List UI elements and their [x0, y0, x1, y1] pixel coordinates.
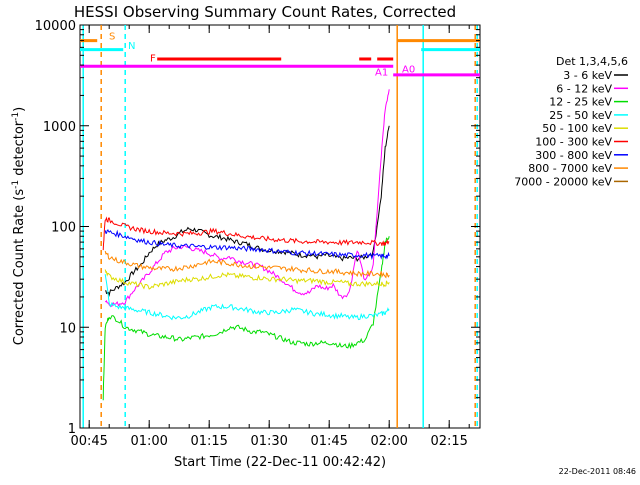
flag-label-a1: A1	[375, 68, 388, 79]
flag-label-s: S	[109, 31, 115, 42]
x-tick-label-6: 02:15	[430, 434, 467, 449]
legend-label-4: 50 - 100 keV	[542, 122, 612, 135]
x-tick-label-4: 01:45	[310, 434, 347, 449]
legend-label-1: 6 - 12 keV	[556, 82, 612, 95]
y-tick-label-0: 1	[68, 422, 76, 437]
series-line-3	[104, 274, 390, 321]
flag-label-f: F	[150, 54, 156, 65]
series-line-2	[102, 236, 390, 401]
vertical-markers	[82, 25, 478, 428]
legend-label-0: 3 - 6 keV	[563, 69, 612, 82]
legend-label-8: 7000 - 20000 keV	[514, 175, 612, 188]
legend-label-3: 25 - 50 keV	[549, 109, 612, 122]
series-line-0	[105, 125, 390, 297]
x-axis-label: Start Time (22-Dec-11 00:42:42)	[174, 455, 386, 470]
plot-frame	[79, 24, 481, 429]
y-tick-label-1: 10	[59, 321, 76, 336]
x-tick-label-0: 00:45	[70, 434, 107, 449]
flag-bars: S N F A1 A0	[80, 31, 480, 79]
legend-label-2: 12 - 25 keV	[549, 96, 612, 109]
legend-title: Det 1,3,4,5,6	[556, 55, 628, 68]
x-tick-label-2: 01:15	[190, 434, 227, 449]
series-line-6	[104, 229, 390, 261]
legend-label-6: 300 - 800 keV	[535, 149, 612, 162]
footer-timestamp: 22-Dec-2011 08:46	[559, 467, 636, 476]
y-tick-label-2: 100	[51, 221, 76, 236]
x-tick-label-5: 02:00	[370, 434, 407, 449]
x-tick-label-1: 01:00	[130, 434, 167, 449]
y-tick-label-3: 1000	[43, 120, 76, 135]
chart-title: HESSI Observing Summary Count Rates, Cor…	[74, 3, 456, 21]
series-line-4	[104, 269, 390, 290]
series-line-7	[104, 250, 390, 279]
x-axis: 00:45 01:00 01:15 01:30 01:45 02:00 02:15	[70, 25, 470, 449]
legend-label-5: 100 - 300 keV	[535, 136, 612, 149]
legend-label-7: 800 - 7000 keV	[528, 162, 612, 175]
series-line-5	[102, 216, 390, 251]
x-tick-label-3: 01:30	[250, 434, 287, 449]
y-tick-label-4: 10000	[35, 19, 76, 34]
flag-label-a0: A0	[402, 65, 415, 76]
y-axis: 1 10 100 1000 10000	[35, 19, 480, 437]
flag-label-n: N	[128, 41, 135, 52]
y-axis-label: Corrected Count Rate (s-1 detector-1)	[11, 107, 27, 345]
series-line-1	[104, 89, 390, 307]
series-lines	[102, 89, 390, 401]
